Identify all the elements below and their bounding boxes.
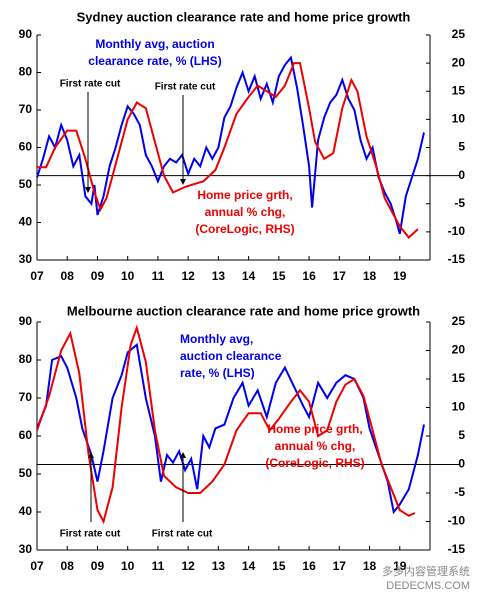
x-tick-label: 12: [181, 269, 195, 283]
legend-label: auction clearance: [180, 349, 282, 363]
x-tick-label: 14: [242, 269, 256, 283]
legend-label: annual % chg,: [275, 439, 356, 453]
y2-tick-label: 20: [452, 343, 466, 357]
y-tick-label: 50: [19, 466, 33, 480]
watermark: DEDECMS.COM: [386, 580, 470, 592]
legend-label: (CoreLogic, RHS): [195, 222, 294, 236]
y-tick-label: 90: [19, 27, 33, 41]
x-tick-label: 08: [61, 559, 75, 573]
annotation: First rate cut: [60, 79, 121, 90]
legend-label: rate, % (LHS): [180, 366, 255, 380]
y-tick-label: 80: [19, 352, 33, 366]
y2-tick-label: -15: [448, 252, 466, 266]
y-tick-label: 50: [19, 177, 33, 191]
y2-tick-label: 0: [458, 168, 465, 182]
y2-tick-label: 20: [452, 55, 466, 69]
annotation: First rate cut: [155, 82, 216, 93]
x-tick-label: 13: [212, 269, 226, 283]
legend-label: Monthly avg,: [180, 332, 253, 346]
x-tick-label: 18: [363, 269, 377, 283]
y-tick-label: 70: [19, 390, 33, 404]
y-tick-label: 30: [19, 252, 33, 266]
x-tick-label: 19: [393, 269, 407, 283]
legend-label: annual % chg,: [205, 205, 286, 219]
x-tick-label: 10: [121, 559, 135, 573]
x-tick-label: 10: [121, 269, 135, 283]
x-tick-label: 16: [302, 559, 316, 573]
y2-tick-label: 15: [452, 371, 466, 385]
y2-tick-label: -15: [448, 542, 466, 556]
y2-tick-label: 10: [452, 400, 466, 414]
y2-tick-label: -10: [448, 514, 466, 528]
y-tick-label: 60: [19, 428, 33, 442]
x-tick-label: 17: [333, 559, 347, 573]
y2-tick-label: -5: [454, 196, 465, 210]
y-tick-label: 90: [19, 314, 33, 328]
y2-tick-label: 5: [458, 428, 465, 442]
y2-tick-label: 25: [452, 314, 466, 328]
x-tick-label: 09: [91, 269, 105, 283]
series-line: [36, 55, 425, 235]
x-tick-label: 07: [30, 269, 44, 283]
y2-tick-label: 25: [452, 27, 466, 41]
x-tick-label: 11: [152, 269, 165, 283]
series-line: [36, 324, 416, 525]
x-tick-label: 12: [181, 559, 195, 573]
x-tick-label: 17: [333, 269, 347, 283]
x-tick-label: 15: [272, 559, 286, 573]
y2-tick-label: 15: [452, 83, 466, 97]
x-tick-label: 15: [272, 269, 286, 283]
x-tick-label: 14: [242, 559, 256, 573]
watermark: 多多内容管理系统: [382, 564, 470, 578]
y-tick-label: 70: [19, 102, 33, 116]
chart-title: Sydney auction clearance rate and home p…: [77, 9, 411, 24]
y-tick-label: 60: [19, 140, 33, 154]
x-tick-label: 08: [61, 269, 75, 283]
legend-label: Home price grth,: [267, 422, 362, 436]
y-tick-label: 40: [19, 215, 33, 229]
y2-tick-label: -5: [454, 485, 465, 499]
legend-label: (CoreLogic, RHS): [265, 456, 364, 470]
y2-tick-label: 0: [458, 457, 465, 471]
x-tick-label: 18: [363, 559, 377, 573]
y2-tick-label: 5: [458, 140, 465, 154]
x-tick-label: 16: [302, 269, 316, 283]
y2-tick-label: 10: [452, 112, 466, 126]
x-tick-label: 09: [91, 559, 105, 573]
annotation: First rate cut: [60, 529, 121, 540]
y-tick-label: 30: [19, 542, 33, 556]
y-tick-label: 80: [19, 65, 33, 79]
legend-label: Home price grth,: [197, 188, 292, 202]
legend-label: Monthly avg, auction: [95, 37, 214, 51]
y-tick-label: 40: [19, 504, 33, 518]
x-tick-label: 19: [393, 559, 407, 573]
annotation: First rate cut: [152, 529, 213, 540]
x-tick-label: 07: [30, 559, 44, 573]
series-line: [37, 62, 419, 239]
legend-label: clearance rate, % (LHS): [88, 54, 221, 68]
x-tick-label: 13: [212, 559, 226, 573]
x-tick-label: 11: [152, 559, 165, 573]
y2-tick-label: -10: [448, 224, 466, 238]
chart-title: Melbourne auction clearance rate and hom…: [67, 303, 420, 318]
